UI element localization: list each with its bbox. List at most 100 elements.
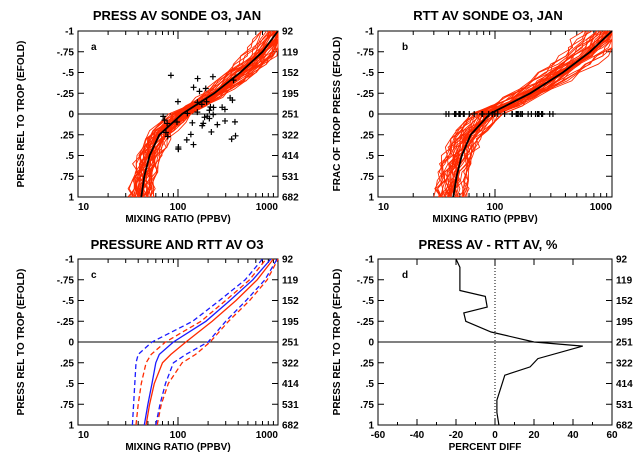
- y-tick-label: .5: [366, 379, 375, 390]
- tropopause-marker: [219, 104, 226, 111]
- panel-c-ylabel: PRESS REL TO TROP (EFOLD): [16, 269, 27, 416]
- tropopause-marker: [231, 118, 238, 125]
- right-tick-label: 414: [282, 379, 299, 390]
- y-tick-label: 0: [368, 110, 374, 121]
- y-tick-label: 0: [68, 338, 74, 349]
- y-tick-label: .5: [66, 379, 75, 390]
- panel-d: PRESS AV - RTT AV, % PERCENT DIFF PRESS …: [332, 237, 633, 453]
- x-tick-label: 20: [528, 430, 540, 441]
- right-tick-label: 195: [282, 89, 299, 100]
- red-mean-line: [145, 258, 274, 426]
- panel-d-ylabel: PRESS REL TO TROP (EFOLD): [332, 269, 343, 416]
- tropopause-marker: [184, 110, 191, 117]
- tropopause-marker: [532, 111, 539, 117]
- right-tick-label: 92: [282, 27, 294, 38]
- tropopause-marker: [160, 113, 167, 120]
- right-tick-label: 251: [616, 338, 633, 349]
- x-tick-label: 1000: [256, 202, 279, 213]
- panel-c-letter: c: [91, 270, 97, 281]
- right-tick-label: 322: [282, 358, 299, 369]
- tropopause-marker: [230, 77, 237, 84]
- y-tick-label: -.5: [362, 296, 374, 307]
- x-tick-label: 0: [492, 430, 498, 441]
- panel-d-letter: d: [402, 270, 408, 281]
- right-tick-label: 251: [282, 338, 299, 349]
- tropopause-marker: [209, 73, 216, 80]
- blue-dashed-line: [131, 258, 263, 426]
- y-tick-label: .75: [60, 172, 74, 183]
- red-dashed-line: [156, 258, 279, 426]
- y-tick-label: -.5: [62, 68, 74, 79]
- tropopause-marker: [208, 128, 215, 135]
- panel-b-title: RTT AV SONDE O3, JAN: [413, 8, 563, 23]
- tropopause-marker: [203, 98, 210, 105]
- tropopause-marker: [228, 136, 235, 143]
- right-tick-label: 92: [282, 255, 294, 266]
- right-tick-label: 682: [616, 421, 633, 432]
- panel-d-marks: -1 92 -.75 119 -.5 152 -.25 195 0 251 .25 322 .5 414.…: [357, 255, 633, 442]
- sonde-profile: [136, 31, 279, 198]
- y-tick-label: -.25: [357, 89, 375, 100]
- tropopause-marker: [514, 111, 521, 117]
- tropopause-marker: [183, 136, 190, 143]
- right-tick-label: 251: [282, 110, 299, 121]
- tropopause-marker: [167, 72, 174, 79]
- y-tick-label: -.25: [57, 317, 75, 328]
- right-tick-label: 119: [282, 47, 299, 58]
- y-tick-label: -.25: [57, 89, 75, 100]
- x-tick-label: 60: [606, 430, 618, 441]
- panel-b-xlabel: MIXING RATIO (PPBV): [432, 214, 537, 225]
- y-tick-label: 1: [368, 193, 374, 204]
- x-tick-label: 1000: [256, 430, 279, 441]
- tropopause-marker: [214, 121, 221, 128]
- y-tick-label: 0: [68, 110, 74, 121]
- tropopause-marker: [494, 111, 501, 117]
- tropopause-marker: [174, 98, 181, 105]
- tropopause-marker: [194, 99, 201, 106]
- panel-a-ylabel: PRESS REL TO TROP (EFOLD): [16, 41, 27, 188]
- x-tick-label: 10: [78, 430, 90, 441]
- tropopause-marker: [164, 120, 171, 127]
- red-dashed-line: [135, 258, 267, 426]
- panel-c-title: PRESSURE AND RTT AV O3: [91, 237, 264, 252]
- right-tick-label: 152: [282, 296, 299, 307]
- panel-b-marks: -1 -.75 -.5 -.25 0 .25 .5 .75 1 10 100 1000: [357, 27, 613, 213]
- right-tick-label: 531: [616, 400, 633, 411]
- y-tick-label: 1: [368, 421, 374, 432]
- blue-mean-line: [143, 258, 272, 426]
- tropopause-marker: [198, 101, 205, 108]
- panel-c-xlabel: MIXING RATIO (PPBV): [125, 442, 230, 453]
- sonde-profile: [128, 30, 262, 198]
- panel-b-letter: b: [402, 42, 408, 53]
- tropopause-marker: [206, 107, 213, 114]
- right-tick-label: 682: [282, 421, 299, 432]
- y-tick-label: .75: [360, 172, 374, 183]
- y-tick-label: .25: [60, 130, 74, 141]
- panel-a-title: PRESS AV SONDE O3, JAN: [93, 8, 261, 23]
- right-tick-label: 195: [282, 317, 299, 328]
- tropopause-marker: [164, 133, 171, 140]
- tropopause-marker: [509, 111, 516, 117]
- y-tick-label: .75: [60, 400, 74, 411]
- y-tick-label: -1: [365, 255, 374, 266]
- tropopause-marker: [457, 111, 464, 117]
- tropopause-marker: [199, 122, 206, 129]
- right-tick-label: 531: [282, 400, 299, 411]
- y-tick-label: .75: [360, 400, 374, 411]
- right-tick-label: 322: [616, 358, 633, 369]
- tropopause-marker: [222, 117, 229, 124]
- tropopause-marker: [173, 119, 180, 126]
- y-tick-label: 0: [368, 338, 374, 349]
- panel-c-marks: -1 92 -.75 119 -.5 152 -.25 195 0 251 .25 322 .5 414.…: [57, 255, 299, 442]
- y-tick-label: -1: [65, 27, 74, 38]
- y-tick-label: -.75: [57, 275, 75, 286]
- y-tick-label: -.5: [62, 296, 74, 307]
- tropopause-marker: [501, 111, 508, 117]
- tropopause-marker: [232, 132, 239, 139]
- x-tick-label: 10: [78, 202, 90, 213]
- x-tick-label: 100: [170, 202, 187, 213]
- tropopause-marker: [443, 111, 450, 117]
- right-tick-label: 152: [282, 68, 299, 79]
- y-tick-label: .5: [366, 151, 375, 162]
